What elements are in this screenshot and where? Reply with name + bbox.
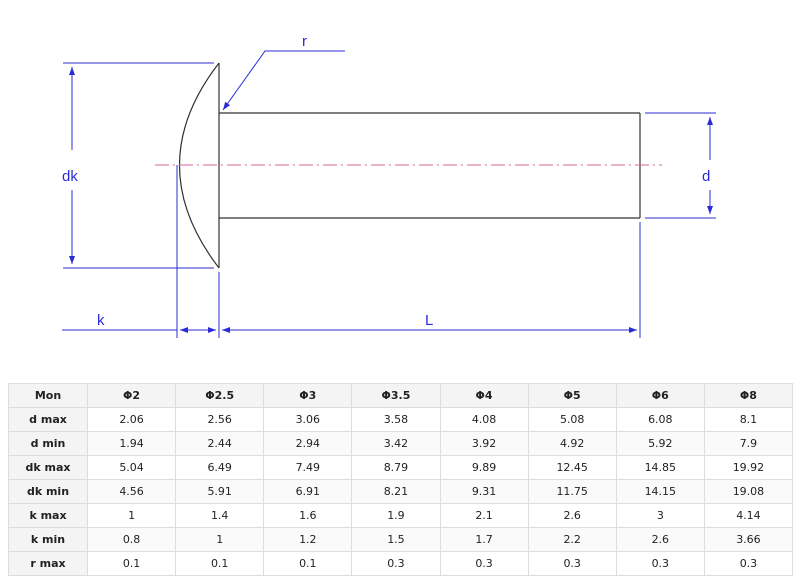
column-header: Φ3 xyxy=(263,383,353,408)
table-cell: 0.3 xyxy=(439,551,529,576)
column-header: Φ6 xyxy=(615,383,705,408)
row-header: k max xyxy=(8,503,88,528)
table-cell: 14.15 xyxy=(615,479,705,504)
table-cell: 0.8 xyxy=(86,527,177,552)
table-cell: 1.9 xyxy=(351,503,441,528)
table-cell: 0.1 xyxy=(175,551,265,576)
row-header: k min xyxy=(8,527,88,552)
table-cell: 2.2 xyxy=(527,527,617,552)
table-cell: 0.3 xyxy=(351,551,441,576)
r-label: r xyxy=(302,33,307,50)
table-row: dk min 4.56 5.91 6.91 8.21 9.31 11.75 14.15 19.0… xyxy=(8,479,794,504)
d-label: d xyxy=(702,168,710,185)
table-cell: 1.6 xyxy=(263,503,353,528)
table-cell: 12.45 xyxy=(527,455,617,480)
table-cell: 14.85 xyxy=(615,455,705,480)
table-cell: 2.06 xyxy=(86,407,177,432)
table-row: d min 1.94 2.44 2.94 3.42 3.92 4.92 5.92 7.9 xyxy=(8,431,794,456)
table-cell: 19.08 xyxy=(703,479,794,504)
k-label: k xyxy=(97,312,105,329)
table-cell: 6.49 xyxy=(175,455,265,480)
row-header: d max xyxy=(8,407,88,432)
table-cell: 8.1 xyxy=(703,407,794,432)
table-cell: 1.7 xyxy=(439,527,529,552)
column-header: Φ3.5 xyxy=(351,383,441,408)
table-cell: 1.4 xyxy=(175,503,265,528)
table-cell: 5.08 xyxy=(527,407,617,432)
table-cell: 5.92 xyxy=(615,431,705,456)
table-cell: 1.94 xyxy=(86,431,177,456)
table-cell: 3.06 xyxy=(263,407,353,432)
table-cell: 3.42 xyxy=(351,431,441,456)
column-header: Φ2.5 xyxy=(175,383,265,408)
table-cell: 1 xyxy=(86,503,177,528)
dk-label: dk xyxy=(62,168,78,185)
table-cell: 6.91 xyxy=(263,479,353,504)
table-cell: 0.3 xyxy=(527,551,617,576)
table-cell: 6.08 xyxy=(615,407,705,432)
table-cell: 1.5 xyxy=(351,527,441,552)
table-cell: 0.1 xyxy=(263,551,353,576)
row-header: dk max xyxy=(8,455,88,480)
table-cell: 9.31 xyxy=(439,479,529,504)
dimension-table: Mon Φ2 Φ2.5 Φ3 Φ3.5 Φ4 Φ5 Φ6 Φ8 d max 2.06 2.56 3.0… xyxy=(8,383,794,576)
table-cell: 4.08 xyxy=(439,407,529,432)
table-cell: 11.75 xyxy=(527,479,617,504)
table-cell: 8.79 xyxy=(351,455,441,480)
table-cell: 3.58 xyxy=(351,407,441,432)
table-cell: 9.89 xyxy=(439,455,529,480)
table-cell: 19.92 xyxy=(703,455,794,480)
column-header: Φ2 xyxy=(86,383,177,408)
table-cell: 1.2 xyxy=(263,527,353,552)
row-header: d min xyxy=(8,431,88,456)
table-cell: 7.49 xyxy=(263,455,353,480)
L-label: L xyxy=(425,312,433,329)
table-cell: 4.14 xyxy=(703,503,794,528)
table-cell: 2.56 xyxy=(175,407,265,432)
table-cell: 7.9 xyxy=(703,431,794,456)
table-cell: 0.3 xyxy=(703,551,794,576)
table-row: k min 0.8 1 1.2 1.5 1.7 2.2 2.6 3.66 xyxy=(8,527,794,552)
table-row: r max 0.1 0.1 0.1 0.3 0.3 0.3 0.3 0.3 xyxy=(8,551,794,576)
table-cell: 8.21 xyxy=(351,479,441,504)
table-cell: 4.92 xyxy=(527,431,617,456)
table-cell: 0.1 xyxy=(86,551,177,576)
table-cell: 5.91 xyxy=(175,479,265,504)
table-cell: 2.94 xyxy=(263,431,353,456)
column-header: Φ5 xyxy=(527,383,617,408)
column-header: Φ4 xyxy=(439,383,529,408)
rivet-drawing: dk d k L r xyxy=(62,33,716,338)
table-header-row: Mon Φ2 Φ2.5 Φ3 Φ3.5 Φ4 Φ5 Φ6 Φ8 xyxy=(8,383,794,408)
table-row: d max 2.06 2.56 3.06 3.58 4.08 5.08 6.08 8.1 xyxy=(8,407,794,432)
table-cell: 2.44 xyxy=(175,431,265,456)
table-cell: 5.04 xyxy=(86,455,177,480)
table-cell: 3 xyxy=(615,503,705,528)
table-cell: 2.6 xyxy=(527,503,617,528)
table-row: k max 1 1.4 1.6 1.9 2.1 2.6 3 4.14 xyxy=(8,503,794,528)
dimension-lines xyxy=(62,50,716,338)
table-cell: 1 xyxy=(175,527,265,552)
table-cell: 0.3 xyxy=(615,551,705,576)
table-cell: 2.1 xyxy=(439,503,529,528)
table-cell: 2.6 xyxy=(615,527,705,552)
table-cell: 3.92 xyxy=(439,431,529,456)
column-header: Mon xyxy=(8,383,88,408)
table-cell: 4.56 xyxy=(86,479,177,504)
table-row: dk max 5.04 6.49 7.49 8.79 9.89 12.45 14.85 19.9… xyxy=(8,455,794,480)
row-header: dk min xyxy=(8,479,88,504)
row-header: r max xyxy=(8,551,88,576)
table-cell: 3.66 xyxy=(703,527,794,552)
column-header: Φ8 xyxy=(703,383,794,408)
